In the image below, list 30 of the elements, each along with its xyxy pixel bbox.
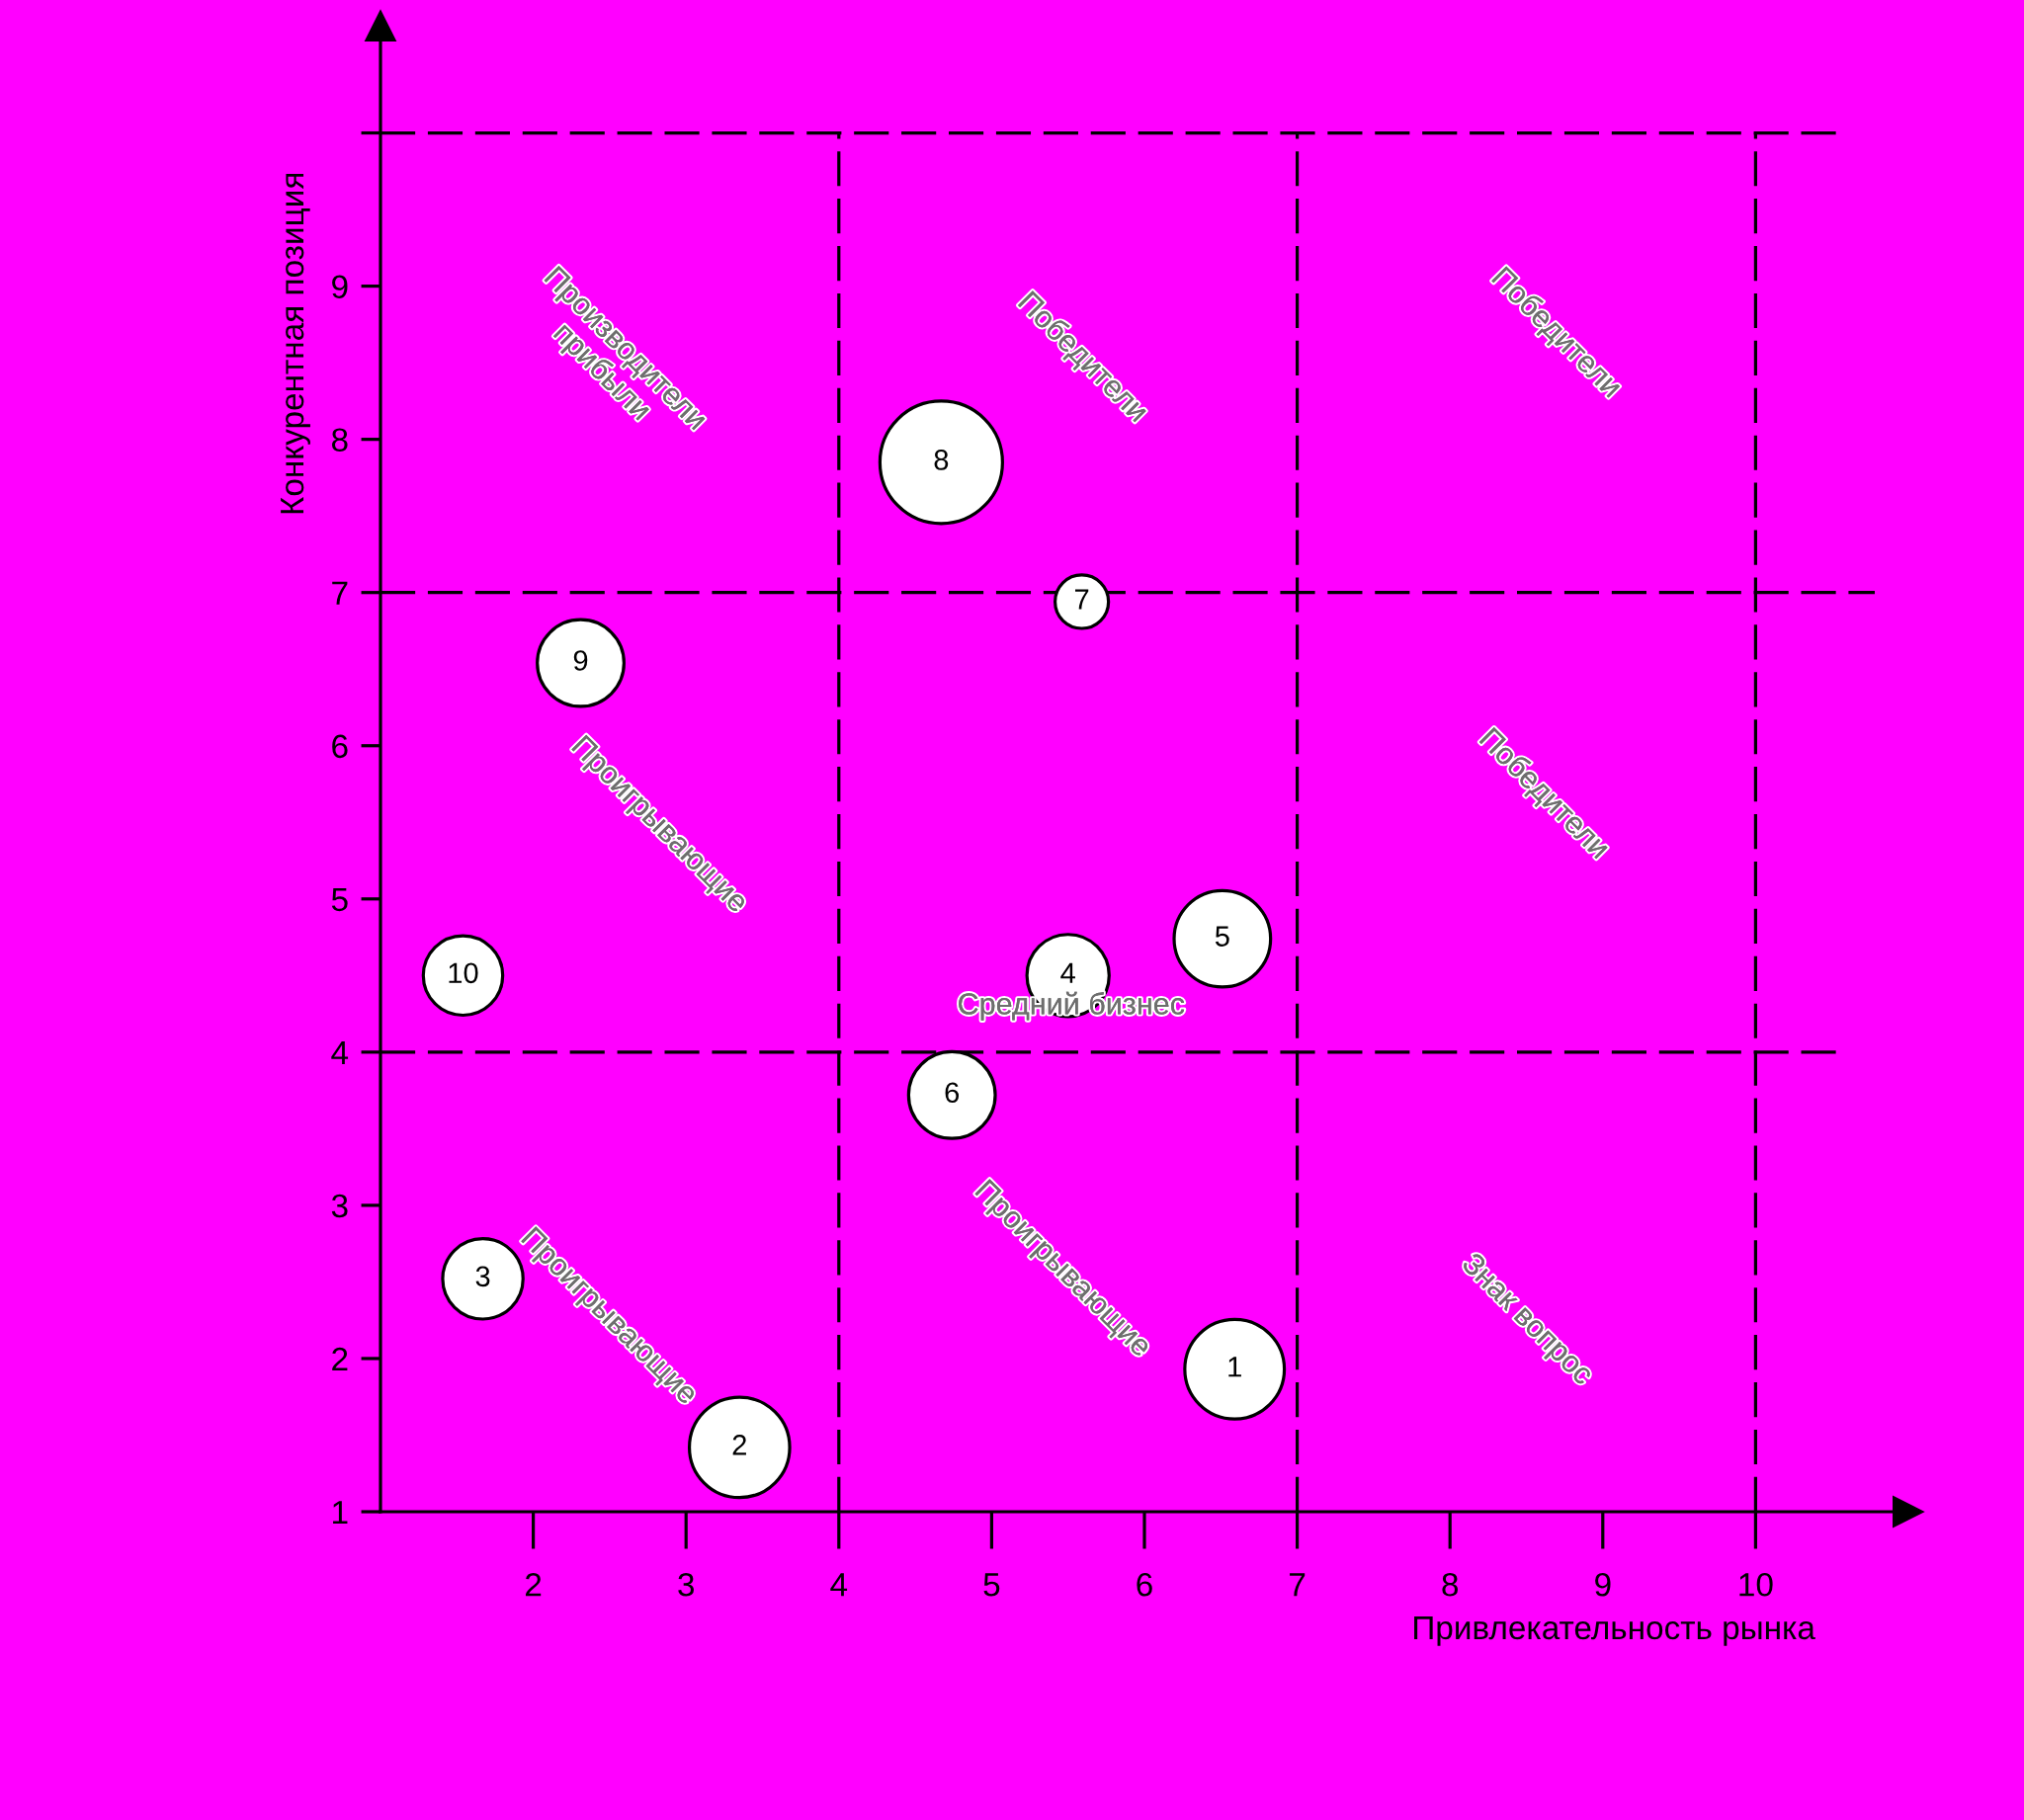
annotation: 3: [475, 1266, 490, 1287]
x-tick-label: 2: [526, 1572, 542, 1597]
y-axis-title: Конкурентная позиция: [281, 173, 310, 514]
annotation: 5: [1215, 926, 1229, 947]
x-tick-label: 3: [678, 1572, 694, 1597]
y-tick-label: 6: [332, 734, 348, 759]
annotation: 6: [945, 1082, 960, 1104]
y-tick-label: 8: [331, 428, 348, 453]
x-tick-label: 10: [1739, 1572, 1773, 1597]
annotation: 9: [573, 650, 588, 671]
annotation: 7: [1075, 589, 1089, 610]
annotation: 1: [1228, 1357, 1241, 1377]
x-tick-label: 4: [830, 1573, 848, 1597]
y-tick-label: 5: [331, 887, 348, 912]
y-tick-label: 4: [331, 1040, 349, 1064]
annotation: 4: [1060, 962, 1075, 983]
x-tick-label: 9: [1595, 1572, 1611, 1597]
x-axis-title: Привлекательность рынка: [1414, 1616, 1815, 1646]
annotation: 8: [934, 450, 949, 470]
x-tick-label: 5: [983, 1573, 1000, 1597]
y-tick-label: 9: [332, 275, 348, 298]
y-tick-label: 7: [332, 581, 348, 605]
annotation: 10: [449, 962, 478, 984]
annotation: 2: [732, 1435, 746, 1455]
y-tick-label: 1: [333, 1501, 348, 1525]
y-tick-label: 2: [332, 1347, 348, 1371]
x-tick-label: 7: [1290, 1573, 1306, 1597]
x-tick-label: 6: [1137, 1572, 1152, 1597]
x-tick-label: 8: [1442, 1572, 1459, 1597]
y-tick-label: 3: [331, 1194, 348, 1218]
